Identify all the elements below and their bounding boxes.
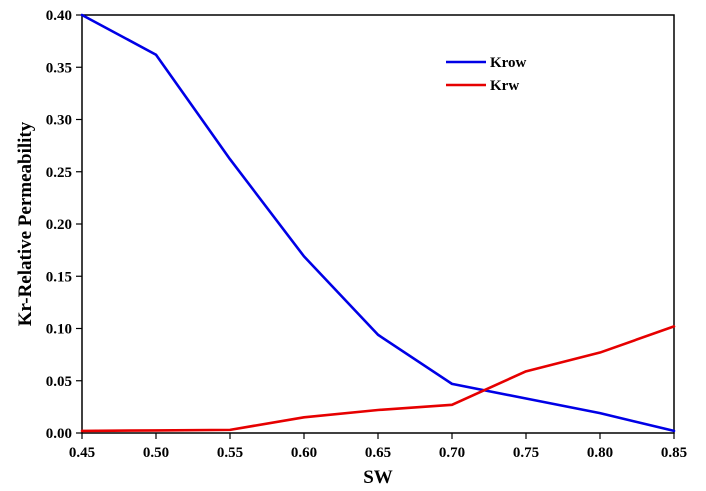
series-layer (80, 13, 676, 433)
series-line-krow (80, 13, 676, 433)
y-axis: 0.00 0.05 0.10 0.15 0.20 0.25 0.30 0.35 0.40 (46, 8, 82, 442)
x-axis-title: SW (363, 467, 393, 488)
y-tick-label: 0.20 (46, 217, 72, 233)
y-tick-label: 0.25 (46, 165, 72, 181)
legend-label-krw: Krw (490, 78, 519, 94)
x-tick-label: 0.70 (439, 445, 465, 461)
legend: Krow Krw (446, 55, 527, 94)
x-tick-label: 0.65 (365, 445, 391, 461)
y-tick-label: 0.40 (46, 8, 72, 24)
y-tick-label: 0.05 (46, 374, 72, 390)
x-tick-label: 0.85 (661, 445, 687, 461)
y-tick-label: 0.35 (46, 60, 72, 76)
x-axis: 0.45 0.50 0.55 0.60 0.65 0.70 0.75 0.80 0.85 (69, 433, 687, 461)
x-tick-label: 0.50 (143, 445, 169, 461)
y-tick-label: 0.00 (46, 426, 72, 442)
x-tick-label: 0.80 (587, 445, 613, 461)
y-tick-label: 0.10 (46, 322, 72, 338)
y-tick-label: 0.30 (46, 113, 72, 129)
x-tick-label: 0.45 (69, 445, 95, 461)
y-axis-title: Kr-Relative Permeability (15, 121, 36, 326)
legend-label-krow: Krow (490, 55, 527, 71)
x-tick-label: 0.75 (513, 445, 539, 461)
series-line-krw (80, 325, 676, 433)
x-tick-label: 0.60 (291, 445, 317, 461)
x-tick-label: 0.55 (217, 445, 243, 461)
y-tick-label: 0.15 (46, 269, 72, 285)
